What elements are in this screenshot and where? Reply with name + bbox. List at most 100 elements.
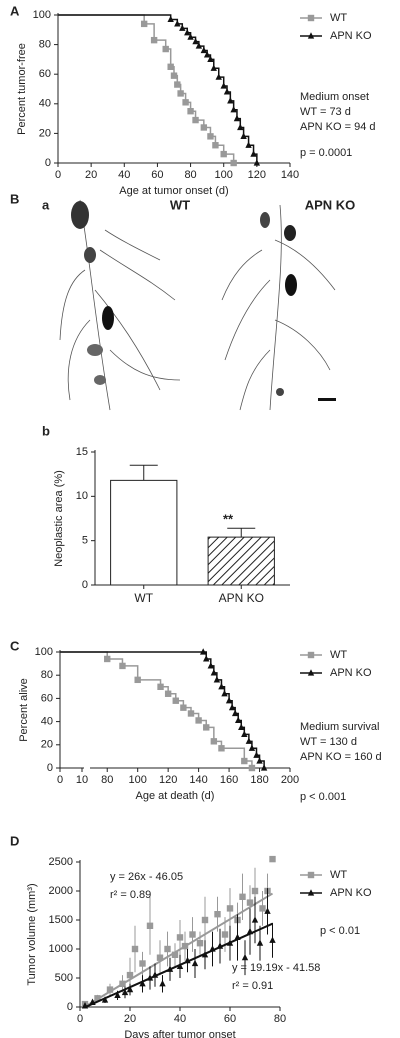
y-tick-label: 40 [39,98,51,110]
marker [162,45,169,53]
marker [235,716,242,724]
marker [203,51,211,58]
marker [212,142,219,149]
marker [203,655,210,662]
marker [121,988,129,996]
marker [172,697,179,704]
marker [171,951,179,958]
y-tick-label: 15 [76,446,88,458]
marker [119,662,126,670]
marker [167,63,174,70]
panel-label: D [10,833,19,848]
marker [245,141,252,148]
y-tick-label: 10 [76,490,88,502]
marker [201,916,209,924]
marker [248,764,256,772]
annotation: r² = 0.89 [110,889,151,901]
x-tick-label: 10 [76,774,88,786]
marker [230,159,237,167]
marker [210,64,217,71]
annotation: y = 26x - 46.05 [110,871,183,883]
marker [101,996,109,1003]
marker [237,123,244,131]
x-axis-label: Age at tumor onset (d) [119,185,228,197]
marker [264,907,271,914]
x-tick-label: 180 [250,774,268,786]
x-tick-label: 140 [189,774,207,786]
marker [164,690,172,697]
marker [179,24,186,31]
marker [245,737,253,744]
x-tick-label: 160 [220,774,238,786]
legend-marker [307,889,315,896]
legend-marker [307,651,315,659]
marker [126,971,134,979]
marker [269,855,276,863]
marker [195,717,202,724]
marker [114,991,121,998]
legend-marker [307,669,315,676]
sub-panel-label: a [42,197,50,212]
x-tick-label: 40 [118,169,130,181]
x-tick-label: 0 [77,1013,83,1025]
y-tick-label: 40 [41,716,53,728]
marker [246,899,254,906]
marker [221,689,228,697]
x-tick-label: 100 [129,774,147,786]
x-tick-label: 0 [55,169,61,181]
y-axis-label: Tumor volume (mm³) [26,883,38,985]
marker [213,676,221,683]
marker [126,985,134,993]
marker [214,911,221,918]
marker [134,676,141,684]
marker [241,953,249,961]
marker [231,709,239,717]
marker [220,150,227,158]
marker [177,90,184,97]
x-tick-label: 0 [57,774,63,786]
y-tick-label: 5 [82,535,88,547]
annotation: r² = 0.91 [232,980,273,992]
y-tick-label: 100 [35,646,53,658]
x-tick-label: 20 [124,1013,136,1025]
y-tick-label: 20 [41,739,53,751]
marker [187,33,194,40]
marker [146,922,154,929]
legend-marker [307,871,315,879]
marker [187,108,194,115]
y-axis-label: Percent alive [18,678,30,742]
survival-line [58,14,235,163]
micrograph-wt [59,199,181,411]
annotation: Medium survival [300,721,379,733]
marker [170,72,178,79]
marker [210,669,218,676]
marker [174,20,181,27]
scale-bar [318,398,336,401]
annotation: ** [223,511,234,526]
annotation: WT = 130 d [300,736,357,748]
x-tick-label: 80 [101,774,113,786]
y-tick-label: 2500 [49,856,73,868]
micrograph-apn-ko [221,204,336,411]
marker [233,114,241,122]
marker [182,99,189,106]
y-tick-label: 1500 [49,914,73,926]
annotation: APN KO = 160 d [300,751,382,763]
x-tick-label: 20 [85,169,97,181]
marker [259,905,266,912]
marker [253,751,260,758]
x-tick-label: 60 [151,169,163,181]
fit-line [84,922,273,1009]
legend-label: APN KO [330,667,372,679]
annotation: p < 0.001 [300,791,346,803]
y-tick-label: 80 [39,39,51,51]
marker [203,724,210,731]
marker [174,81,181,88]
panel-label: A [10,3,20,18]
marker [241,757,248,765]
annotation: p = 0.0001 [300,147,352,159]
y-tick-label: 20 [39,127,51,139]
panel-label: B [10,191,19,206]
marker [241,730,248,737]
marker [239,893,246,900]
